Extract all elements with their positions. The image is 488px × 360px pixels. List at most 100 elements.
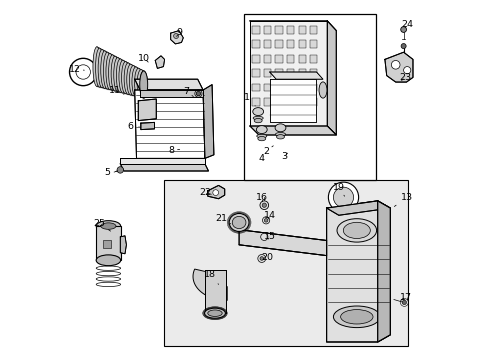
Polygon shape (249, 21, 326, 126)
Bar (264, 98, 270, 106)
Circle shape (76, 65, 90, 79)
Text: 2: 2 (263, 146, 273, 156)
Text: 4: 4 (258, 154, 264, 163)
Circle shape (260, 201, 268, 210)
Ellipse shape (129, 66, 137, 96)
Bar (309, 84, 317, 91)
Ellipse shape (207, 310, 222, 316)
Text: 16: 16 (255, 193, 267, 202)
Bar (275, 98, 282, 106)
Text: 19: 19 (332, 184, 344, 196)
Text: 1: 1 (244, 93, 255, 106)
Circle shape (401, 300, 406, 305)
Ellipse shape (333, 306, 380, 328)
Polygon shape (120, 236, 126, 254)
Bar (244, 14, 375, 180)
Ellipse shape (275, 124, 285, 132)
Text: 22: 22 (199, 188, 211, 197)
Ellipse shape (140, 71, 147, 98)
Bar (252, 40, 259, 48)
Polygon shape (207, 185, 224, 199)
Text: 24: 24 (400, 20, 412, 29)
Polygon shape (326, 201, 389, 215)
Bar (264, 40, 270, 48)
Bar (298, 40, 305, 48)
Bar (275, 26, 282, 34)
Polygon shape (326, 21, 336, 135)
Ellipse shape (93, 47, 101, 86)
Ellipse shape (232, 216, 245, 229)
Polygon shape (384, 52, 412, 82)
Bar (103, 240, 110, 248)
Bar (286, 84, 294, 91)
Circle shape (390, 60, 399, 69)
Ellipse shape (252, 108, 263, 116)
Ellipse shape (318, 82, 326, 98)
Polygon shape (249, 126, 336, 135)
Ellipse shape (134, 68, 142, 97)
Bar (309, 98, 317, 106)
Text: 11: 11 (109, 86, 123, 95)
Text: 20: 20 (260, 253, 272, 262)
Ellipse shape (256, 126, 266, 134)
Circle shape (257, 255, 265, 262)
Ellipse shape (111, 56, 119, 91)
Bar (275, 55, 282, 63)
Text: 21: 21 (215, 214, 230, 224)
Polygon shape (249, 21, 336, 31)
Ellipse shape (137, 69, 145, 98)
Bar (252, 55, 259, 63)
Polygon shape (134, 90, 204, 158)
Text: 25: 25 (94, 219, 110, 231)
Bar (298, 26, 305, 34)
Bar (264, 84, 270, 91)
Text: 6: 6 (127, 122, 139, 131)
Circle shape (400, 44, 406, 49)
Polygon shape (138, 99, 156, 121)
Bar (275, 69, 282, 77)
Text: 13: 13 (393, 193, 412, 207)
Ellipse shape (101, 51, 108, 88)
Bar (286, 69, 294, 77)
Circle shape (328, 182, 358, 212)
Ellipse shape (95, 48, 103, 87)
Text: 10: 10 (138, 54, 150, 63)
Bar (309, 55, 317, 63)
Polygon shape (269, 72, 322, 79)
Text: 9: 9 (176, 28, 182, 37)
Bar (252, 98, 259, 106)
Text: 15: 15 (264, 233, 276, 242)
Bar (298, 55, 305, 63)
Circle shape (262, 217, 269, 224)
Bar (309, 26, 317, 34)
Polygon shape (141, 122, 154, 130)
Ellipse shape (132, 67, 140, 96)
Polygon shape (120, 158, 204, 164)
Ellipse shape (257, 136, 265, 141)
Ellipse shape (276, 135, 284, 139)
Ellipse shape (116, 59, 124, 92)
Ellipse shape (140, 71, 147, 98)
Text: 5: 5 (104, 168, 118, 177)
Circle shape (196, 91, 200, 96)
Polygon shape (120, 164, 208, 171)
Ellipse shape (254, 118, 262, 123)
Circle shape (212, 190, 218, 195)
Ellipse shape (122, 62, 129, 94)
Ellipse shape (343, 222, 369, 238)
Ellipse shape (275, 132, 285, 136)
Bar (298, 98, 305, 106)
Circle shape (260, 233, 267, 240)
Text: 23: 23 (399, 73, 411, 82)
Polygon shape (326, 201, 389, 342)
Polygon shape (193, 269, 227, 300)
Bar (252, 69, 259, 77)
Ellipse shape (98, 49, 106, 88)
Ellipse shape (101, 223, 116, 229)
Bar (286, 40, 294, 48)
Bar (286, 26, 294, 34)
Circle shape (264, 219, 267, 222)
Ellipse shape (96, 255, 121, 266)
Polygon shape (134, 79, 203, 90)
Polygon shape (203, 85, 213, 158)
